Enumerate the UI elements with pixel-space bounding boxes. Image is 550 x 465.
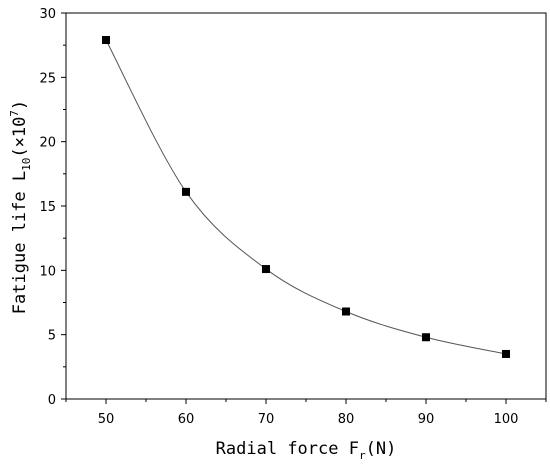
y-tick-label: 30 bbox=[39, 7, 56, 22]
data-point bbox=[342, 307, 350, 316]
x-tick-label: 50 bbox=[98, 412, 115, 427]
y-tick-label: 15 bbox=[39, 200, 56, 215]
x-tick-label: 70 bbox=[258, 412, 275, 427]
x-tick-label: 60 bbox=[178, 412, 195, 427]
x-axis-title: Radial force Fr(N) bbox=[216, 439, 397, 462]
y-tick-label: 5 bbox=[48, 329, 56, 344]
data-point bbox=[102, 36, 110, 45]
data-point bbox=[262, 265, 270, 274]
y-tick-label: 25 bbox=[39, 71, 56, 86]
y-tick-label: 20 bbox=[39, 136, 56, 151]
plot-frame bbox=[65, 12, 547, 400]
x-tick-label: 100 bbox=[494, 412, 519, 427]
data-point bbox=[182, 187, 190, 196]
x-tick-label: 80 bbox=[338, 412, 355, 427]
marks bbox=[102, 36, 510, 358]
data-point bbox=[502, 349, 510, 358]
fit-curve bbox=[105, 39, 507, 355]
data-point bbox=[422, 333, 430, 342]
y-axis-title: Fatigue life L10(×107) bbox=[8, 100, 33, 314]
ticks: 0 5 10 15 20 25 30 50 60 70 80 90 100 bbox=[39, 7, 547, 427]
x-tick-label: 90 bbox=[418, 412, 435, 427]
plot-area bbox=[65, 12, 547, 400]
y-tick-label: 0 bbox=[48, 393, 56, 408]
y-tick-label: 10 bbox=[39, 264, 56, 279]
